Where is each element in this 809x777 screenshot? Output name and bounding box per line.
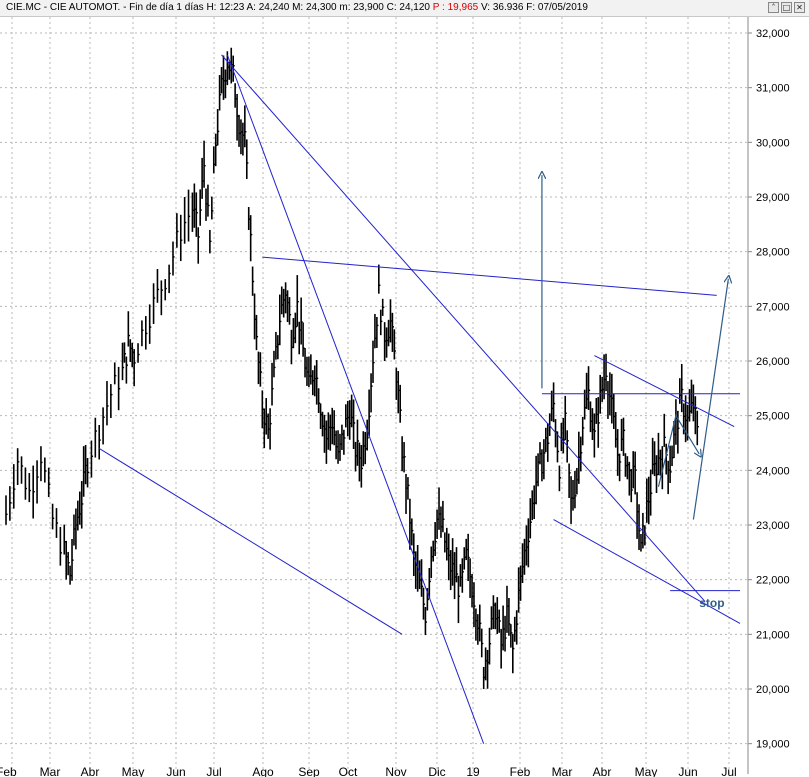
x-tick-label: Mar [40,765,61,777]
y-tick-label: 20,000 [756,684,790,696]
symbol-label: CIE.MC - CIE AUTOMOT. [6,2,121,13]
x-tick-label: Feb [510,765,531,777]
x-tick-label: Ago [252,765,274,777]
period-label: Fin de día 1 días [129,2,204,13]
x-tick-label: May [635,765,658,777]
chart-title: CIE.MC - CIE AUTOMOT. - Fin de día 1 día… [6,2,588,13]
x-tick-label: May [122,765,145,777]
x-tick-label: Dic [428,765,445,777]
y-tick-label: 22,000 [756,575,790,587]
annotations: stop [98,54,741,744]
price-series [5,47,699,690]
close-icon[interactable]: ✕ [794,2,805,13]
y-tick-label: 27,000 [756,301,790,313]
x-tick-label: Abr [593,765,612,777]
x-tick-label: Abr [81,765,100,777]
date-label: F: 07/05/2019 [526,2,588,13]
x-tick-label: Jun [678,765,697,777]
x-tick-label: Nov [385,765,406,777]
trend-line [262,256,717,296]
grid [0,17,748,774]
price-chart: stop 19,000 20,000 21,000 22,000 23,000 24,00… [0,17,790,777]
projection-arrow [692,279,728,520]
trend-line [226,54,485,744]
trend-line [98,448,403,635]
y-tick-label: 29,000 [756,192,790,204]
min-label: m: 23,900 [339,2,384,13]
high-label: H: 12:23 [206,2,245,13]
x-tick-label: Jul [721,765,736,777]
volume-label: V: 36.936 [480,2,524,13]
x-tick-label: Mar [552,765,573,777]
y-axis: 19,000 20,000 21,000 22,000 23,000 24,000 25,0… [747,17,790,774]
y-tick-label: 26,000 [756,356,790,368]
y-tick-label: 30,000 [756,137,790,149]
x-tick-label: Oct [339,765,358,777]
max-label: M: 24,300 [292,2,337,13]
close-label: C: 24,120 [386,2,430,13]
y-tick-label: 23,000 [756,520,790,532]
stop-label: stop [699,596,724,610]
x-tick-label: Jul [206,765,221,777]
x-tick-label: 19 [466,765,480,777]
y-tick-label: 21,000 [756,629,790,641]
y-tick-label: 25,000 [756,411,790,423]
open-label: A: 24,240 [246,2,290,13]
projection-arrow [657,414,699,487]
double-chevron-up-icon[interactable]: ˄ [768,2,779,13]
x-tick-label: Sep [298,765,320,777]
y-tick-label: 32,000 [756,28,790,40]
p-label: P : 19,965 [432,2,479,13]
x-tick-label: Feb [0,765,17,777]
chart-header: CIE.MC - CIE AUTOMOT. - Fin de día 1 día… [0,0,809,17]
x-tick-label: Jun [166,765,185,777]
y-tick-label: 19,000 [756,739,790,751]
maximize-icon[interactable]: □ [781,2,792,13]
y-tick-label: 28,000 [756,247,790,259]
trend-line [221,54,706,602]
y-tick-label: 31,000 [756,83,790,95]
y-tick-label: 24,000 [756,465,790,477]
x-axis: Feb Mar Abr May Jun Jul Ago Sep Oct Nov Dic 19 Feb Ma… [0,765,737,777]
trend-line [594,355,735,428]
trend-line [553,519,741,624]
